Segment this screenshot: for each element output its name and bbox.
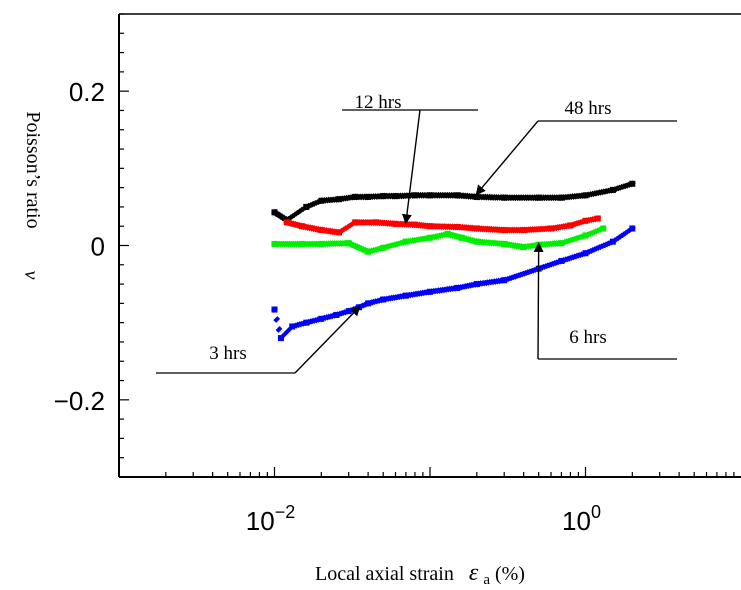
annotation-arrow — [533, 241, 544, 360]
y-axis-label: Poisson’s ratio — [22, 111, 44, 228]
annotation-arrow — [401, 109, 421, 225]
series-trace — [271, 225, 607, 255]
x-tick-label: 100 — [562, 502, 601, 536]
x-tick-exponent: −2 — [275, 502, 296, 522]
annotation-label: 12 hrs — [355, 92, 402, 113]
series-12-hrs — [283, 215, 602, 236]
annotation-label: 48 hrs — [565, 98, 612, 119]
x-axis-symbol: ε — [469, 560, 479, 586]
x-tick-base: 10 — [562, 506, 591, 536]
series-trace — [283, 215, 602, 236]
annotation-arrow — [294, 305, 361, 374]
series-trace — [271, 180, 636, 223]
annotation-3-hrs: 3 hrs — [156, 305, 361, 374]
y-axis-symbol: ν — [20, 271, 42, 280]
x-tick-label: 10−2 — [246, 502, 295, 536]
annotation-label: 6 hrs — [569, 327, 606, 348]
annotation-6-hrs: 6 hrs — [533, 241, 677, 360]
annotation-48-hrs: 48 hrs — [475, 98, 677, 196]
x-axis-unit: (%) — [495, 563, 525, 585]
x-axis-title: Local axial strain ε a (%) — [315, 560, 525, 589]
y-tick-label: −0.2 — [54, 386, 105, 416]
data-series — [271, 180, 636, 342]
x-axis-label: Local axial strain — [315, 563, 454, 585]
axis-ticks — [118, 13, 735, 478]
annotations: 12 hrs 48 hrs 3 hrs 6 hrs — [156, 92, 677, 374]
annotation-label: 3 hrs — [209, 343, 246, 364]
x-tick-base: 10 — [246, 506, 275, 536]
series-6-hrs — [271, 225, 607, 255]
tick-labels: 0.20−0.210−2 100 — [54, 77, 601, 536]
x-axis-subscript: a — [483, 572, 490, 588]
y-tick-label: 0.2 — [69, 77, 105, 107]
annotation-12-hrs: 12 hrs — [342, 92, 478, 225]
annotation-arrow — [475, 120, 539, 196]
series-48-hrs — [271, 180, 636, 224]
x-tick-exponent: 0 — [591, 502, 601, 522]
y-tick-label: 0 — [91, 232, 105, 262]
plot-frame — [118, 13, 741, 478]
